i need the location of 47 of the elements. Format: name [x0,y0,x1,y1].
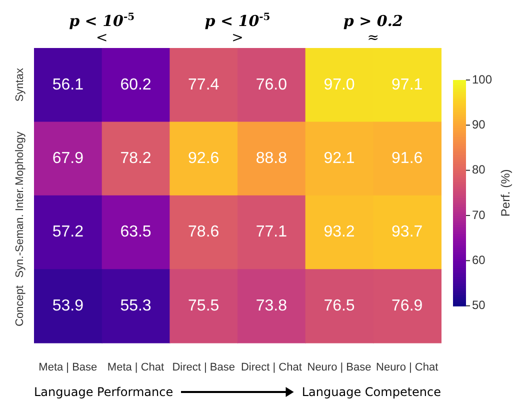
x-tick-label: Meta | Chat [107,361,164,374]
data-label: 78.6 [188,224,220,241]
text: Language Performance [34,385,174,399]
data-label: 60.2 [120,76,152,94]
data-label: 67.9 [52,150,84,167]
data-label: 76.5 [324,297,355,314]
text: < [96,30,108,46]
color-bar-label: 60 [472,252,486,267]
data-label: 63.5 [120,224,152,241]
data-label: 97.1 [392,76,423,94]
y-tick-label: Mophology [14,131,26,186]
x-tick-label: Direct | Chat [240,361,302,374]
data-label: 73.8 [256,297,288,314]
color-bar-label: 90 [472,117,486,132]
color-bar-title: Perf. (%) [498,169,512,217]
color-bar-label: 50 [472,298,486,312]
data-label: 77.4 [188,76,220,94]
x-tick-label: Neuro | Chat [376,361,438,374]
x-tick-label: Direct | Base [172,361,235,374]
data-label: 76.0 [256,76,288,94]
data-label: 91.6 [392,150,423,167]
text: p > 0.2 [343,12,403,30]
color-bar-label: 100 [472,72,492,86]
data-label: 92.6 [188,150,220,167]
data-label: 75.5 [188,297,220,314]
data-label: 97.0 [324,76,355,94]
data-label: 78.2 [120,150,152,167]
text: ≈ [367,30,380,46]
y-tick-label: Concept [14,285,26,326]
x-tick-label: Meta | Base [38,361,98,374]
data-label: 57.2 [52,224,84,241]
y-tick-label: Syn.-Seman. Inter. [14,186,26,278]
y-tick-label: Syntax [14,68,26,102]
data-label: 93.7 [392,224,423,241]
data-label: 88.8 [256,150,288,167]
data-label: 53.9 [52,297,84,314]
data-label: 77.1 [256,224,288,241]
data-label: 92.1 [324,150,355,167]
data-label: 56.1 [52,76,84,94]
data-label: 55.3 [120,297,152,314]
color-bar-label: 80 [472,162,486,177]
data-label: 76.9 [392,297,423,314]
color-bar-label: 70 [472,208,486,222]
text: Language Competence [302,385,441,399]
x-tick-label: Neuro | Base [307,361,372,374]
text: > [232,30,244,46]
data-label: 93.2 [324,224,355,241]
